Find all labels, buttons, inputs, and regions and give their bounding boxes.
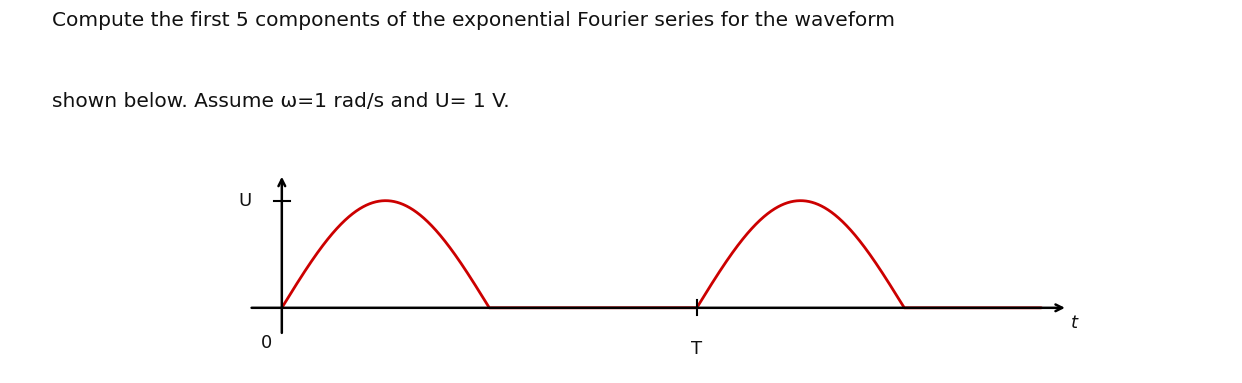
- Text: t: t: [1071, 314, 1078, 332]
- Text: Compute the first 5 components of the exponential Fourier series for the wavefor: Compute the first 5 components of the ex…: [52, 11, 895, 31]
- Text: 0: 0: [261, 334, 272, 352]
- Text: T: T: [692, 340, 702, 358]
- Text: U: U: [238, 192, 252, 210]
- Text: shown below. Assume ω=1 rad/s and U= 1 V.: shown below. Assume ω=1 rad/s and U= 1 V…: [52, 92, 509, 111]
